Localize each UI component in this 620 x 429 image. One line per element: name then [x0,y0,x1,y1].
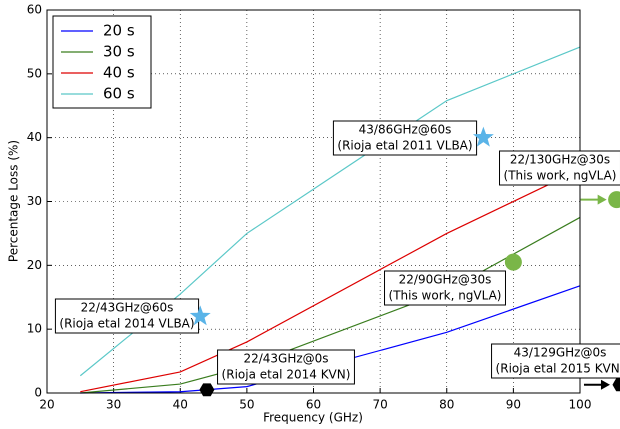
x-tick-label: 30 [106,398,121,412]
y-tick-label: 60 [27,3,42,17]
marker [504,253,522,271]
annotation-text: (Rioja etal 2011 VLBA) [337,139,472,153]
annotation-text: (This work, ngVLA) [504,169,617,183]
legend-label: 60 s [103,85,135,103]
annotation-text: 43/86GHz@60s [359,123,452,137]
annotation-text: 22/43GHz@60s [81,301,174,315]
annotation-text: 22/130GHz@30s [510,153,610,167]
x-tick-label: 20 [39,398,54,412]
annotation: 43/129GHz@0s (Rioja etal 2015 KVN) [491,343,620,379]
legend-label: 20 s [103,22,135,40]
annotation-box [491,343,620,379]
y-tick-label: 30 [27,194,42,208]
line [80,169,581,393]
x-axis-label: Frequency (GHz) [263,411,363,425]
annotation-text: 43/129GHz@0s [514,346,607,360]
annotation-box [384,270,506,306]
x-tick-label: 40 [173,398,188,412]
annotation-text: (Rioja etal 2014 KVN) [222,368,351,382]
annotation-text: 22/90GHz@30s [399,273,492,287]
x-tick-label: 50 [239,398,254,412]
annotation-text: (Rioja etal 2014 VLBA) [59,317,194,331]
annotation-box [54,298,200,334]
annotation-text: (This work, ngVLA) [389,289,502,303]
arrow-head [597,194,607,205]
y-tick-label: 10 [27,322,42,336]
annotation: 22/90GHz@30s (This work, ngVLA) [384,270,506,306]
y-tick-label: 40 [27,130,42,144]
legend-label: 30 s [103,43,135,61]
x-tick-label: 100 [569,398,592,412]
legend-label: 40 s [103,64,135,82]
annotation-box [332,120,478,156]
arrow-head [600,379,610,390]
annotation-text: 22/43GHz@0s [243,352,328,366]
x-tick-label: 60 [306,398,321,412]
annotation-box [499,150,620,186]
y-tick-label: 0 [34,386,42,400]
marker [612,378,620,392]
annotation-box [217,349,355,385]
x-tick-label: 70 [372,398,387,412]
line [80,285,581,394]
x-tick-label: 80 [439,398,454,412]
marker [472,126,494,147]
annotation: 22/43GHz@60s (Rioja etal 2014 VLBA) [54,298,200,334]
x-tick-label: 90 [506,398,521,412]
annotation: 43/86GHz@60s (Rioja etal 2011 VLBA) [332,120,478,156]
annotation-text: (Rioja etal 2015 KVN) [496,362,620,376]
marker [189,305,211,326]
marker [608,191,620,209]
plot-frame [46,9,581,394]
marker [199,383,215,397]
y-tick-label: 20 [27,258,42,272]
annotation: 22/130GHz@30s (This work, ngVLA) [499,150,620,186]
y-tick-label: 50 [27,66,42,80]
y-axis-label: Percentage Loss (%) [7,140,21,262]
annotation: 22/43GHz@0s (Rioja etal 2014 KVN) [217,349,355,385]
